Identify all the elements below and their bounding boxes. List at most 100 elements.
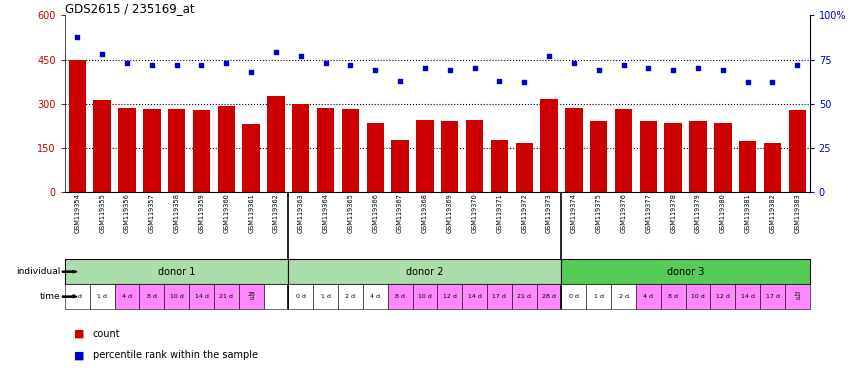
Text: GSM119360: GSM119360 <box>223 194 229 233</box>
Text: 17 d: 17 d <box>766 294 779 299</box>
Bar <box>686 284 710 309</box>
Point <box>468 65 481 71</box>
Text: 4 d: 4 d <box>643 294 653 299</box>
Point <box>617 62 630 68</box>
Text: 17 d: 17 d <box>493 294 507 299</box>
Bar <box>94 100 111 192</box>
Text: 12 d: 12 d <box>443 294 456 299</box>
Bar <box>466 120 483 192</box>
Bar <box>636 284 661 309</box>
Text: 10 d: 10 d <box>418 294 432 299</box>
Text: percentile rank within the sample: percentile rank within the sample <box>93 350 258 360</box>
Text: GSM119357: GSM119357 <box>149 194 155 233</box>
Point <box>393 78 407 84</box>
Text: 4 d: 4 d <box>122 294 132 299</box>
Point <box>70 33 84 40</box>
Text: 14 d: 14 d <box>740 294 754 299</box>
Text: GSM119364: GSM119364 <box>323 194 328 233</box>
Bar <box>214 284 239 309</box>
Bar <box>317 108 334 192</box>
Text: GSM119356: GSM119356 <box>124 194 130 233</box>
Bar <box>239 284 263 309</box>
Bar <box>789 109 806 192</box>
Bar <box>710 284 735 309</box>
Bar <box>391 140 409 192</box>
Text: 2 d: 2 d <box>346 294 355 299</box>
Text: GSM119355: GSM119355 <box>100 194 105 233</box>
Bar <box>785 284 810 309</box>
Text: 14 d: 14 d <box>468 294 481 299</box>
Point <box>591 67 605 73</box>
Bar <box>263 284 288 309</box>
Text: 8 d: 8 d <box>669 294 678 299</box>
Bar <box>313 284 338 309</box>
Bar <box>338 284 363 309</box>
Text: 28
d: 28 d <box>247 292 255 301</box>
Point <box>517 79 531 86</box>
Bar <box>590 121 607 192</box>
Bar <box>640 121 657 192</box>
Point <box>319 60 333 66</box>
Text: GSM119383: GSM119383 <box>794 194 800 233</box>
Point <box>716 67 730 73</box>
Point <box>666 67 680 73</box>
Point <box>170 62 184 68</box>
Text: 0 d: 0 d <box>296 294 306 299</box>
Bar <box>193 109 210 192</box>
Bar <box>565 108 583 192</box>
Text: 8 d: 8 d <box>395 294 405 299</box>
Text: 10 d: 10 d <box>691 294 705 299</box>
Point <box>766 79 779 86</box>
Bar <box>168 109 185 192</box>
Text: GSM119358: GSM119358 <box>174 194 179 233</box>
Point <box>493 78 507 84</box>
Bar <box>90 284 114 309</box>
Point <box>368 67 382 73</box>
Bar <box>268 96 285 192</box>
Bar <box>68 60 86 192</box>
Bar <box>615 109 632 192</box>
Text: 14 d: 14 d <box>195 294 209 299</box>
Text: ■: ■ <box>74 329 84 339</box>
Bar <box>487 284 512 309</box>
Text: 2 d: 2 d <box>618 294 629 299</box>
Bar <box>412 284 437 309</box>
Text: GSM119367: GSM119367 <box>397 194 403 233</box>
Text: 8 d: 8 d <box>147 294 157 299</box>
Bar <box>561 259 810 284</box>
Bar <box>441 121 458 192</box>
Point <box>244 69 258 75</box>
Point <box>219 60 233 66</box>
Text: GSM119376: GSM119376 <box>621 194 626 233</box>
Text: GSM119361: GSM119361 <box>249 194 254 233</box>
Text: GSM119371: GSM119371 <box>496 194 502 233</box>
Bar <box>561 284 586 309</box>
Bar <box>242 124 260 192</box>
Bar <box>586 284 611 309</box>
Text: time: time <box>40 292 61 301</box>
Bar <box>661 284 686 309</box>
Bar <box>515 144 533 192</box>
Bar <box>143 109 160 192</box>
Text: GSM119382: GSM119382 <box>770 194 775 233</box>
Bar <box>342 109 359 192</box>
Text: 1 d: 1 d <box>594 294 604 299</box>
Text: 0 d: 0 d <box>569 294 578 299</box>
Point <box>691 65 705 71</box>
Text: individual: individual <box>16 267 61 276</box>
Text: GSM119375: GSM119375 <box>596 194 602 233</box>
Bar <box>119 108 136 192</box>
Text: GSM119368: GSM119368 <box>422 194 428 233</box>
Point <box>195 62 209 68</box>
Text: count: count <box>93 329 120 339</box>
Point <box>740 79 754 86</box>
Text: GSM119381: GSM119381 <box>745 194 751 233</box>
Bar <box>366 123 384 192</box>
Text: GSM119365: GSM119365 <box>347 194 353 233</box>
Bar <box>491 140 508 192</box>
Bar <box>462 284 487 309</box>
Text: 12 d: 12 d <box>716 294 730 299</box>
Bar <box>363 284 388 309</box>
Text: ■: ■ <box>74 350 84 360</box>
Text: GSM119366: GSM119366 <box>372 194 378 233</box>
